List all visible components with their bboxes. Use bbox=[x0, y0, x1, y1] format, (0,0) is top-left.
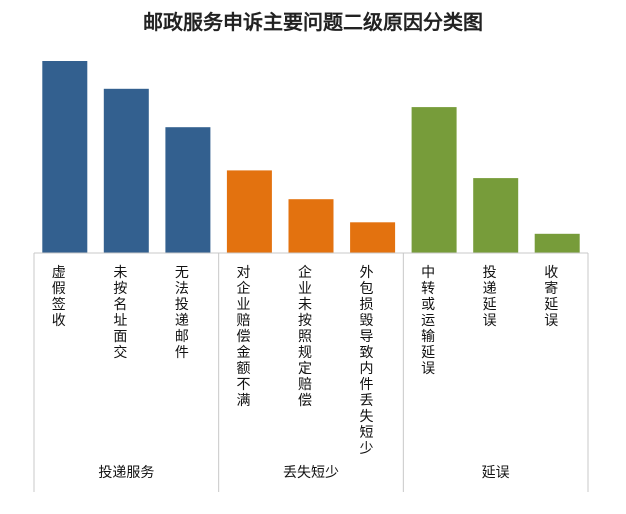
category-label: 企业未按照规定赔偿 bbox=[298, 264, 312, 409]
bar bbox=[473, 178, 519, 253]
bar bbox=[534, 233, 580, 253]
category-label: 中转或运输延误 bbox=[421, 265, 435, 377]
bars-layer bbox=[42, 61, 580, 253]
category-label: 收寄延误 bbox=[544, 265, 558, 329]
category-label: 虚假签收 bbox=[52, 265, 66, 329]
category-axis bbox=[33, 252, 589, 492]
bar bbox=[350, 222, 396, 253]
bar bbox=[411, 107, 457, 253]
category-labels: 虚假签收 未按名址面交 无法投递邮件 对企业赔偿金额不满 企业未按照规定赔偿 外包损毁导致… bbox=[52, 264, 558, 457]
chart-title: 邮政服务申诉主要问题二级原因分类图 bbox=[143, 10, 483, 34]
bar bbox=[103, 88, 149, 253]
bar bbox=[226, 170, 272, 253]
bar bbox=[165, 127, 211, 253]
group-label: 投递服务 bbox=[98, 465, 154, 481]
category-label: 外包损毁导致内件丢失短少 bbox=[360, 265, 374, 457]
category-label: 对企业赔偿金额不满 bbox=[236, 265, 250, 409]
category-label: 未按名址面交 bbox=[113, 265, 127, 361]
group-label: 丢失短少 bbox=[283, 465, 339, 481]
group-label: 延误 bbox=[482, 465, 510, 481]
group-labels: 投递服务 丢失短少 延误 bbox=[98, 465, 509, 481]
bar bbox=[288, 199, 334, 253]
bar bbox=[42, 61, 88, 253]
category-label: 投递延误 bbox=[483, 265, 497, 329]
category-label: 无法投递邮件 bbox=[175, 265, 189, 361]
